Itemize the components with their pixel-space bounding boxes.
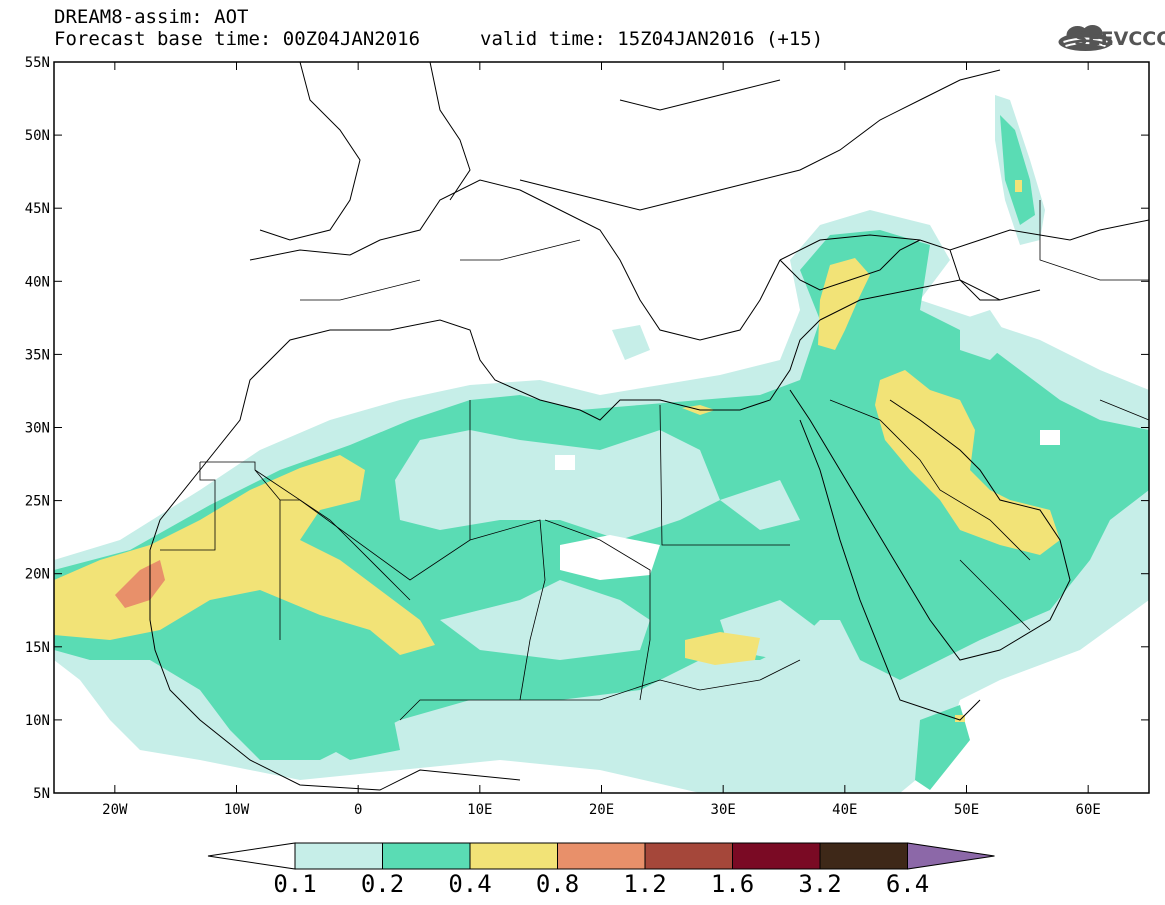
colorbar-label: 0.2 [360, 870, 405, 898]
y-tick-label: 35N [25, 347, 50, 363]
aot-field [54, 95, 1149, 793]
logo-text: SEEVCCC [1074, 28, 1165, 50]
y-tick-label: 10N [25, 713, 50, 729]
x-tick-label: 60E [1076, 802, 1101, 818]
colorbar-label: 0.8 [535, 870, 580, 898]
y-tick-label: 45N [25, 201, 50, 217]
borders [160, 200, 1149, 721]
x-tick-label: 10W [224, 802, 250, 818]
colorbar-segment [469, 842, 558, 870]
colorbar-segment [819, 842, 908, 870]
colorbar-label: 3.2 [798, 870, 842, 898]
y-tick-label: 5N [33, 786, 50, 802]
x-tick-label: 10E [467, 802, 492, 818]
colorbar [207, 842, 995, 870]
y-tick-label: 55N [25, 55, 50, 71]
y-tick-label: 15N [25, 640, 50, 656]
colorbar-segment [294, 842, 383, 870]
colorbar-label: 1.2 [623, 870, 667, 898]
colorbar-segment [382, 842, 471, 870]
coastlines [149, 62, 1149, 791]
colorbar-segment [732, 842, 821, 870]
colorbar-over-triangle [907, 842, 995, 870]
cloud-icon [1058, 25, 1113, 51]
x-tick-label: 50E [954, 802, 979, 818]
map-title: DREAM8-assim: AOT [54, 6, 249, 28]
colorbar-label: 6.4 [885, 870, 930, 898]
x-tick-label: 20W [102, 802, 128, 818]
colorbar-label: 0.1 [273, 870, 317, 898]
y-tick-label: 25N [25, 494, 50, 510]
x-tick-label: 20E [589, 802, 614, 818]
x-tick-label: 30E [711, 802, 736, 818]
axis-ticks [54, 61, 1149, 794]
x-tick-label: 0 [354, 802, 362, 818]
y-tick-label: 20N [25, 567, 50, 583]
colorbar-label: 0.4 [448, 870, 492, 898]
colorbar-label: 1.6 [710, 870, 755, 898]
y-tick-label: 30N [25, 421, 50, 437]
y-tick-label: 40N [25, 274, 50, 290]
colorbar-segment [644, 842, 733, 870]
x-tick-label: 40E [832, 802, 857, 818]
y-tick-label: 50N [25, 128, 50, 144]
valid-time: valid time: 15Z04JAN2016 (+15) [480, 28, 824, 50]
forecast-base-time: Forecast base time: 00Z04JAN2016 [54, 28, 421, 50]
colorbar-under-triangle [207, 842, 296, 870]
colorbar-segment [557, 842, 646, 870]
